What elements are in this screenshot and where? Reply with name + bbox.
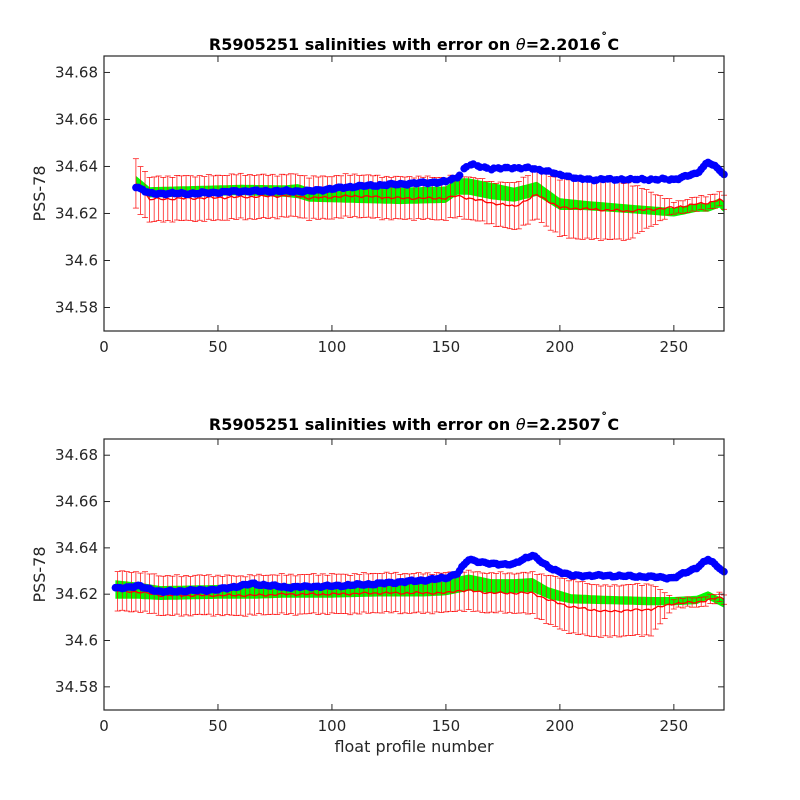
y-tick-label: 34.66: [55, 493, 98, 511]
axes-box-2: [103, 438, 725, 711]
y-tick-label: 34.64: [55, 157, 98, 175]
y-axis-label-2: PSS-78: [30, 546, 49, 602]
x-tick-label: 200: [546, 717, 575, 735]
y-tick-label: 34.68: [55, 446, 98, 464]
x-tick-label: 150: [432, 338, 461, 356]
axes-box-1: [103, 55, 725, 332]
x-tick-label: 150: [432, 717, 461, 735]
data-layer-2: [111, 551, 728, 638]
y-tick-label: 34.62: [55, 585, 98, 603]
float-salinity-point: [455, 171, 464, 180]
x-tick-label: 0: [99, 717, 109, 735]
x-tick-label: 200: [546, 338, 575, 356]
x-tick-label: 50: [208, 338, 227, 356]
y-tick-label: 34.68: [55, 63, 98, 81]
x-tick-label: 0: [99, 338, 109, 356]
y-tick-label: 34.64: [55, 539, 98, 557]
reference-salinity-line: [115, 589, 725, 613]
panel-1: R5905251 salinities with error on θ=2.20…: [30, 31, 728, 356]
data-layer-1: [132, 158, 728, 241]
x-axis-label-2: float profile number: [334, 737, 494, 756]
tick-layer-1: 0 50 100 150 200 250 34.58 34.6 34.62 34.64 34.66 3…: [55, 56, 724, 356]
panel-2: R5905251 salinities with error on θ=2.25…: [30, 411, 728, 756]
chart-title-1: R5905251 salinities with error on θ=2.20…: [209, 31, 619, 54]
x-tick-label: 100: [318, 338, 347, 356]
y-tick-label: 34.58: [55, 678, 98, 696]
tick-layer-2: 0 50 100 150 200 250 34.58 34.6 34.62 34.64 34.66 3…: [55, 439, 724, 735]
y-tick-label: 34.6: [65, 632, 98, 650]
y-tick-label: 34.62: [55, 204, 98, 222]
x-tick-label: 250: [660, 338, 689, 356]
reference-salinity-line: [135, 183, 725, 213]
y-tick-label: 34.66: [55, 110, 98, 128]
x-tick-label: 50: [208, 717, 227, 735]
y-axis-label-1: PSS-78: [30, 165, 49, 221]
y-tick-label: 34.58: [55, 298, 98, 316]
mapped-salinity-band: [135, 175, 724, 217]
x-tick-label: 250: [660, 717, 689, 735]
mapped-salinity-band: [115, 574, 724, 608]
chart-title-2: R5905251 salinities with error on θ=2.25…: [209, 411, 619, 434]
x-tick-label: 100: [318, 717, 347, 735]
y-tick-label: 34.6: [65, 251, 98, 269]
